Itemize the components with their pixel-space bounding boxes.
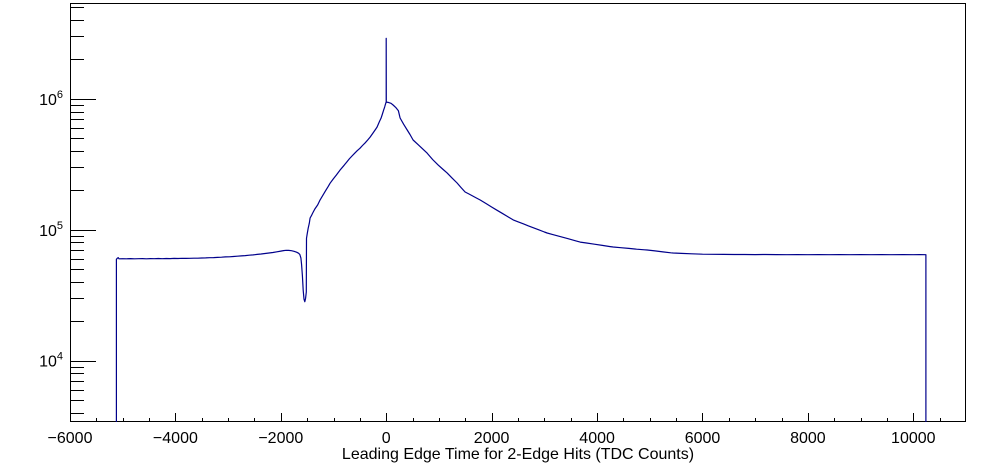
x-tick-label: 0: [382, 430, 391, 447]
y-axis-ticks: [70, 7, 96, 414]
histogram-line: [115, 37, 927, 422]
x-axis-labels: −6000 −4000 −2000 0 2000 4000 6000 8000 10000: [48, 430, 936, 447]
y-tick-label: 105: [39, 220, 63, 240]
x-tick-label: −4000: [153, 430, 198, 447]
x-axis-title: Leading Edge Time for 2-Edge Hits (TDC C…: [342, 446, 694, 463]
y-axis-labels: 104 105 106: [39, 89, 63, 371]
x-tick-label: 2000: [474, 430, 510, 447]
x-tick-label: −6000: [48, 430, 93, 447]
x-axis-ticks: [70, 413, 941, 422]
x-tick-label: 8000: [790, 430, 826, 447]
x-tick-label: −2000: [258, 430, 303, 447]
frame-rect: [70, 3, 966, 422]
x-tick-label: 6000: [685, 430, 721, 447]
y-tick-label: 106: [39, 89, 63, 109]
histogram-curve: [115, 37, 927, 422]
y-tick-label: 104: [39, 351, 63, 371]
x-tick-label: 4000: [579, 430, 615, 447]
plot-frame: [70, 3, 966, 422]
x-tick-label: 10000: [891, 430, 936, 447]
